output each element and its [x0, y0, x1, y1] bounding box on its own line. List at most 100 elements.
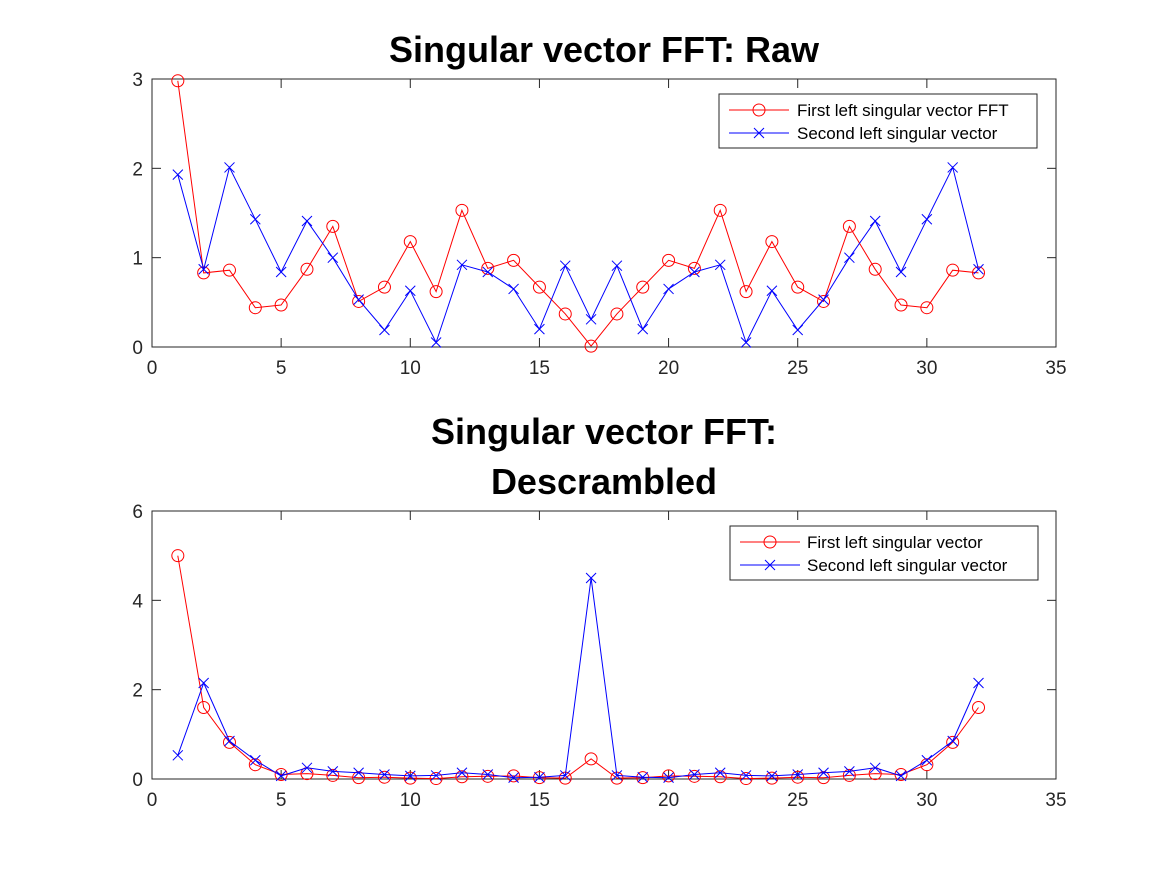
data-point	[663, 283, 674, 295]
data-point	[482, 769, 494, 780]
axis-ticks: 0 5 10 15 20 25 30 35 0 1 2 3	[132, 70, 1066, 379]
data-point	[739, 772, 753, 786]
legend-marker-series-1	[763, 535, 777, 549]
data-point	[352, 771, 366, 785]
series-layer	[171, 74, 986, 353]
data-point	[920, 758, 934, 772]
series-line-2	[177, 165, 979, 344]
legend-marker-series-1	[752, 103, 766, 117]
data-point	[404, 285, 416, 297]
data-point	[610, 307, 624, 321]
data-point	[818, 294, 829, 306]
data-point	[507, 769, 521, 783]
chart-title-line-1: Singular vector FFT:	[431, 411, 777, 452]
data-point	[973, 263, 984, 275]
data-point	[559, 260, 571, 272]
data-point	[481, 261, 495, 275]
data-point	[611, 260, 623, 272]
data-point	[508, 772, 519, 784]
data-point	[301, 215, 313, 227]
data-point	[817, 294, 831, 308]
data-point	[326, 219, 340, 233]
data-point	[792, 769, 804, 780]
data-point	[844, 766, 855, 777]
data-point	[430, 337, 442, 348]
data-point	[687, 261, 701, 275]
series-line-2	[177, 577, 979, 779]
data-point	[818, 767, 829, 779]
data-point	[455, 203, 469, 217]
data-point	[249, 213, 261, 225]
data-point	[534, 323, 545, 335]
data-point	[534, 771, 545, 783]
legend-label-series-2: Second left singular vector	[807, 556, 1008, 575]
data-point	[481, 769, 495, 783]
data-point	[584, 339, 598, 353]
data-point	[429, 285, 443, 299]
data-point	[946, 735, 960, 749]
data-point	[895, 266, 907, 278]
data-point	[740, 337, 752, 348]
data-point	[972, 701, 986, 715]
data-point	[713, 203, 727, 217]
legend-label-series-1: First left singular vector	[807, 533, 983, 552]
data-point	[636, 280, 650, 294]
data-point	[585, 313, 597, 325]
y-tick-label: 0	[132, 338, 143, 359]
data-point	[301, 762, 313, 774]
data-point	[377, 280, 391, 294]
data-point	[379, 324, 390, 336]
y-tick-label: 4	[132, 591, 143, 612]
legend-marker-series-2	[753, 127, 765, 139]
data-point	[869, 215, 881, 227]
data-point	[224, 162, 235, 173]
x-tick-label: 10	[400, 790, 421, 811]
y-tick-label: 3	[132, 70, 143, 91]
legend-marker-series-2	[764, 559, 776, 571]
data-point	[508, 283, 519, 295]
data-point	[430, 770, 442, 781]
x-tick-label: 35	[1045, 358, 1066, 379]
x-tick-label: 25	[787, 358, 808, 379]
data-point	[224, 735, 235, 747]
data-point	[222, 735, 236, 749]
data-point	[662, 769, 676, 783]
data-point	[584, 752, 598, 766]
legend-label-series-2: Second left singular vector	[797, 124, 998, 143]
y-tick-label: 1	[132, 249, 143, 270]
data-point	[456, 259, 468, 271]
data-point	[894, 298, 908, 312]
chart-descrambled: Singular vector FFT: Descrambled 0 5 10 15 2…	[132, 411, 1066, 811]
legend-box	[718, 93, 1038, 149]
data-point	[429, 772, 443, 786]
data-point	[765, 235, 779, 249]
data-point	[842, 768, 856, 782]
data-point	[275, 266, 287, 278]
data-point	[766, 285, 778, 297]
data-point	[791, 770, 805, 784]
y-tick-label: 2	[132, 681, 143, 702]
data-point	[868, 262, 882, 276]
x-tick-label: 15	[529, 358, 550, 379]
data-point	[663, 772, 674, 784]
data-point	[248, 301, 262, 315]
data-point	[611, 770, 623, 781]
data-point	[532, 280, 546, 294]
data-point	[714, 259, 726, 271]
data-point	[921, 213, 933, 225]
data-point	[920, 301, 934, 315]
y-tick-label: 2	[132, 159, 143, 180]
data-point	[507, 253, 521, 267]
axis-ticks: 0 5 10 15 20 25 30 35 0 2 4 6	[132, 502, 1066, 811]
data-point	[172, 749, 184, 761]
data-point	[198, 677, 210, 689]
data-point	[275, 770, 287, 782]
x-tick-label: 0	[147, 358, 158, 379]
series-line-1	[177, 80, 979, 347]
data-point	[869, 762, 881, 774]
chart-raw: Singular vector FFT: Raw 0 5 10 15 20 25 30 350…	[132, 29, 1066, 379]
data-point	[377, 770, 391, 784]
data-point	[740, 770, 752, 781]
data-point	[947, 162, 959, 173]
